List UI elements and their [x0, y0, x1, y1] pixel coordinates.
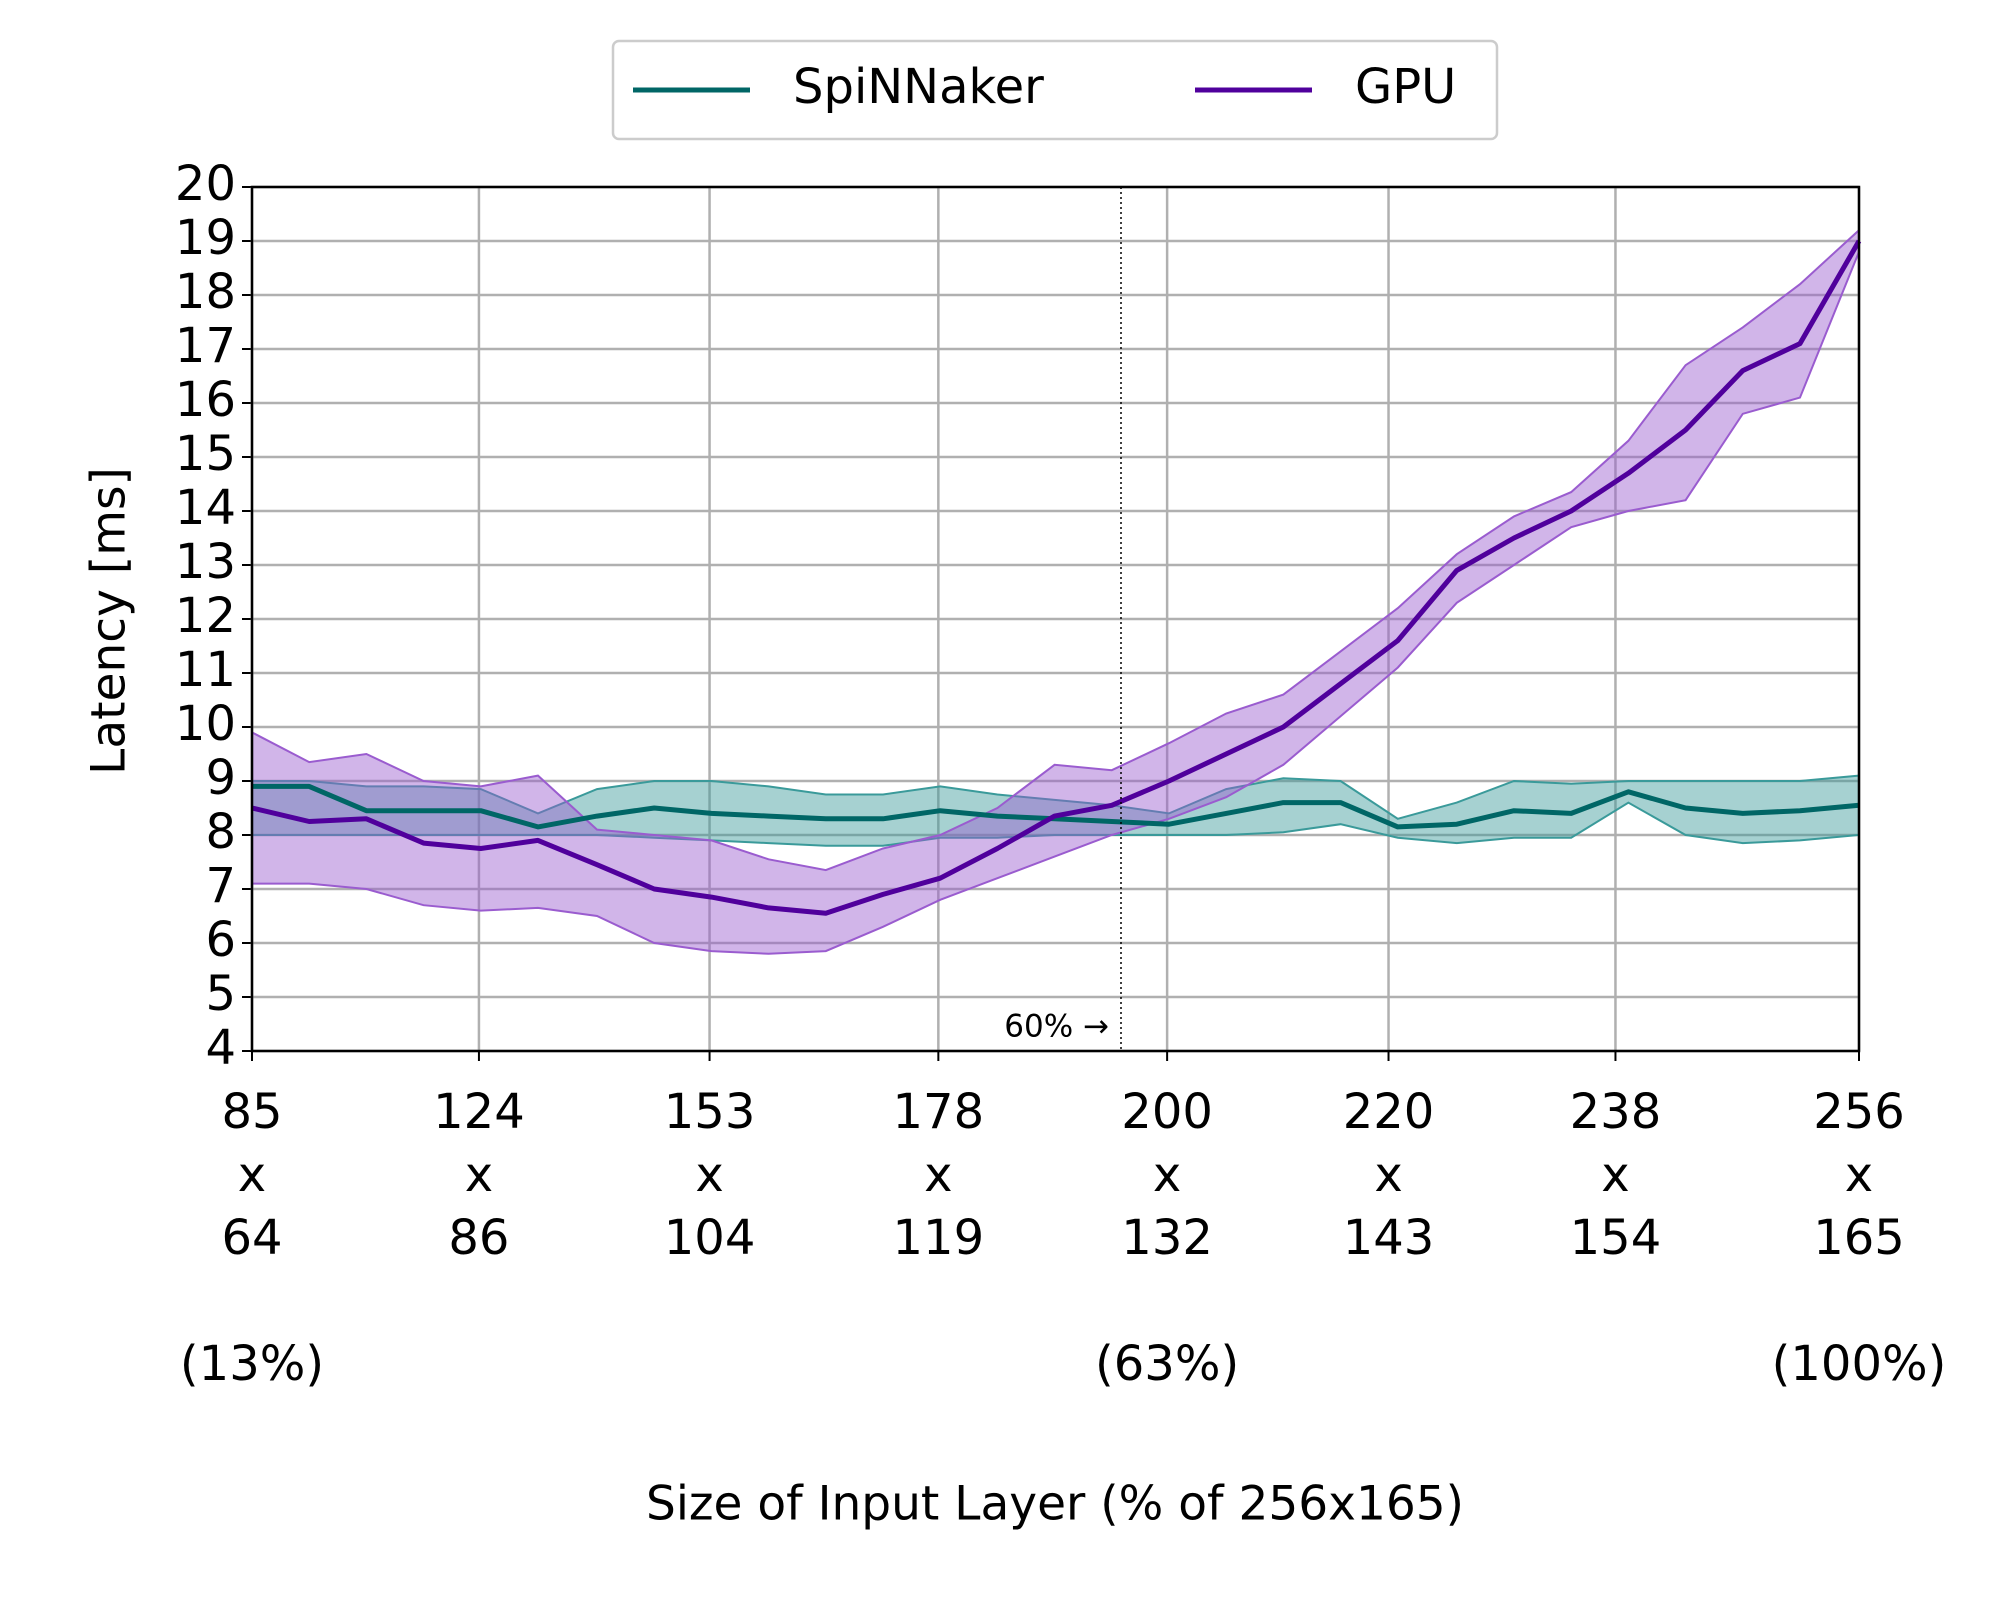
x-tick-label: 238 x 154 [1569, 1084, 1662, 1266]
y-tick-label: 13 [175, 534, 236, 590]
y-tick-label: 5 [205, 966, 236, 1022]
legend-box [611, 39, 1499, 141]
legend-label: GPU [1355, 59, 1456, 115]
y-tick-label: 17 [175, 318, 236, 374]
y-tick-label: 7 [205, 858, 236, 914]
annotation: 60% → [1004, 1009, 1109, 1045]
x-tick-label: 256 x 165 (100%) [1771, 1084, 1947, 1392]
legend-label: SpiNNaker [793, 59, 1044, 115]
y-tick-label: 4 [205, 1020, 236, 1076]
legend: SpiNNaker GPU [611, 39, 1499, 141]
y-tick-label: 8 [205, 804, 236, 860]
y-tick-label: 14 [175, 480, 236, 536]
x-tick-label: 124 x 86 [433, 1084, 525, 1266]
y-tick-label: 20 [175, 156, 236, 212]
y-tick-label: 15 [175, 426, 236, 482]
y-tick-label: 11 [175, 642, 236, 698]
y-axis-label: Latency [ms] [82, 467, 137, 775]
x-tick-label: 220 x 143 [1342, 1084, 1435, 1266]
x-tick-label: 200 x 132 (63%) [1095, 1084, 1240, 1392]
y-tick-label: 10 [175, 696, 236, 752]
x-tick-label: 85 x 64 (13%) [179, 1084, 325, 1392]
line [251, 239, 1862, 916]
y-tick-label: 9 [205, 750, 236, 806]
y-tick-label: 16 [175, 372, 236, 428]
y-tick-label: 6 [205, 912, 236, 968]
x-tick-label: 153 x 104 [663, 1084, 756, 1266]
y-tick-label: 18 [175, 264, 236, 320]
plot-frame [250, 185, 1861, 1053]
x-tick-label: 178 x 119 [892, 1084, 985, 1266]
x-axis-label: Size of Input Layer (% of 256x165) [646, 1477, 1464, 1532]
y-tick-label: 12 [175, 588, 236, 644]
y-tick-label: 19 [175, 210, 236, 266]
